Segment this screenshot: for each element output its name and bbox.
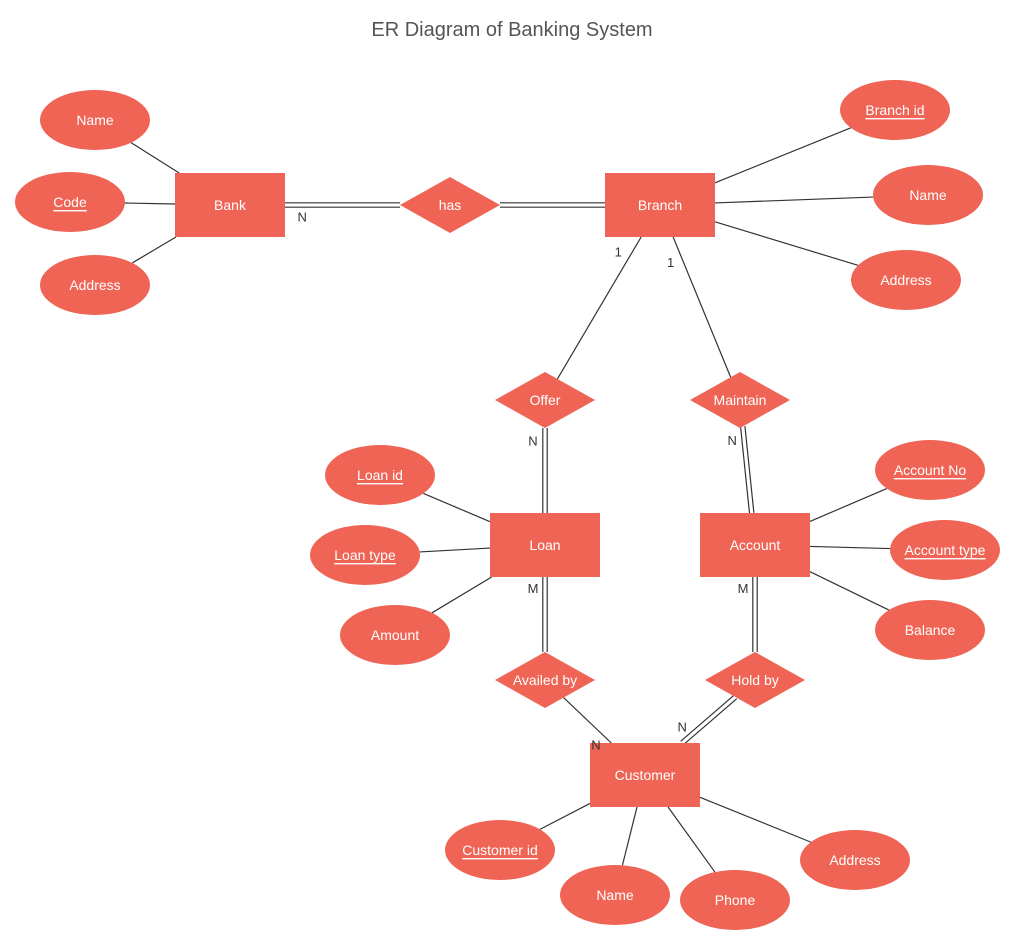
edge-line — [673, 237, 731, 377]
edge-line — [125, 203, 175, 204]
attribute-label-branch_name: Name — [909, 187, 947, 203]
attribute-label-loan_type: Loan type — [334, 547, 396, 563]
edge-line — [741, 427, 750, 514]
cardinality-label: N — [528, 433, 537, 448]
edge-line — [557, 237, 641, 379]
attribute-label-acct_no: Account No — [894, 462, 967, 478]
entity-label-account: Account — [730, 537, 781, 553]
attribute-label-branch_addr: Address — [880, 272, 931, 288]
cardinality-label: N — [727, 433, 736, 448]
edge-line — [715, 128, 851, 183]
attribute-label-cust_id: Customer id — [462, 842, 537, 858]
edge-line — [423, 493, 490, 521]
attribute-label-acct_type: Account type — [905, 542, 986, 558]
edge-line — [681, 695, 734, 741]
attribute-label-bank_addr: Address — [69, 277, 120, 293]
edge-line — [432, 577, 492, 613]
edge-line — [131, 143, 179, 173]
cardinality-label: N — [591, 737, 600, 752]
entity-label-loan: Loan — [529, 537, 560, 553]
relationship-label-offer: Offer — [530, 392, 561, 408]
edge-line — [715, 222, 858, 266]
entity-label-customer: Customer — [615, 767, 676, 783]
edge-line — [715, 197, 873, 203]
edge-layer — [125, 128, 890, 872]
entity-label-bank: Bank — [214, 197, 247, 213]
edge-line — [668, 807, 715, 872]
attribute-label-acct_bal: Balance — [905, 622, 956, 638]
relationship-label-holdby: Hold by — [731, 672, 778, 688]
entity-label-branch: Branch — [638, 197, 682, 213]
edge-line — [810, 572, 889, 610]
attribute-label-cust_name: Name — [596, 887, 634, 903]
cardinality-label: M — [528, 581, 539, 596]
cardinality-label: 1 — [667, 255, 674, 270]
edge-line — [622, 807, 637, 865]
relationship-label-has: has — [439, 197, 462, 213]
relationship-label-availed: Availed by — [513, 672, 577, 688]
er-diagram-svg: ER Diagram of Banking System N 1 N 1 N M N M N Ban… — [0, 0, 1024, 937]
edge-line — [420, 548, 490, 552]
label-layer: ER Diagram of Banking System N 1 N 1 N M N M N Ban… — [53, 19, 985, 908]
cardinality-label: N — [678, 720, 687, 735]
edge-line — [540, 803, 590, 829]
cardinality-label: 1 — [615, 245, 622, 260]
edge-line — [810, 546, 890, 548]
attribute-label-cust_addr: Address — [829, 852, 880, 868]
attribute-label-cust_phone: Phone — [715, 892, 756, 908]
diagram-title: ER Diagram of Banking System — [371, 19, 652, 41]
attribute-label-loan_amt: Amount — [371, 627, 419, 643]
edge-line — [132, 237, 176, 263]
cardinality-label: M — [738, 581, 749, 596]
attribute-label-loan_id: Loan id — [357, 467, 403, 483]
attribute-label-branch_id: Branch id — [865, 102, 924, 118]
attribute-label-bank_name: Name — [76, 112, 114, 128]
relationship-label-maintain: Maintain — [714, 392, 767, 408]
edge-line — [700, 797, 811, 842]
edge-line — [810, 489, 887, 522]
cardinality-label: N — [298, 210, 307, 225]
edge-line — [683, 699, 736, 745]
edge-line — [564, 698, 612, 743]
attribute-label-bank_code: Code — [53, 194, 87, 210]
edge-line — [745, 426, 754, 513]
